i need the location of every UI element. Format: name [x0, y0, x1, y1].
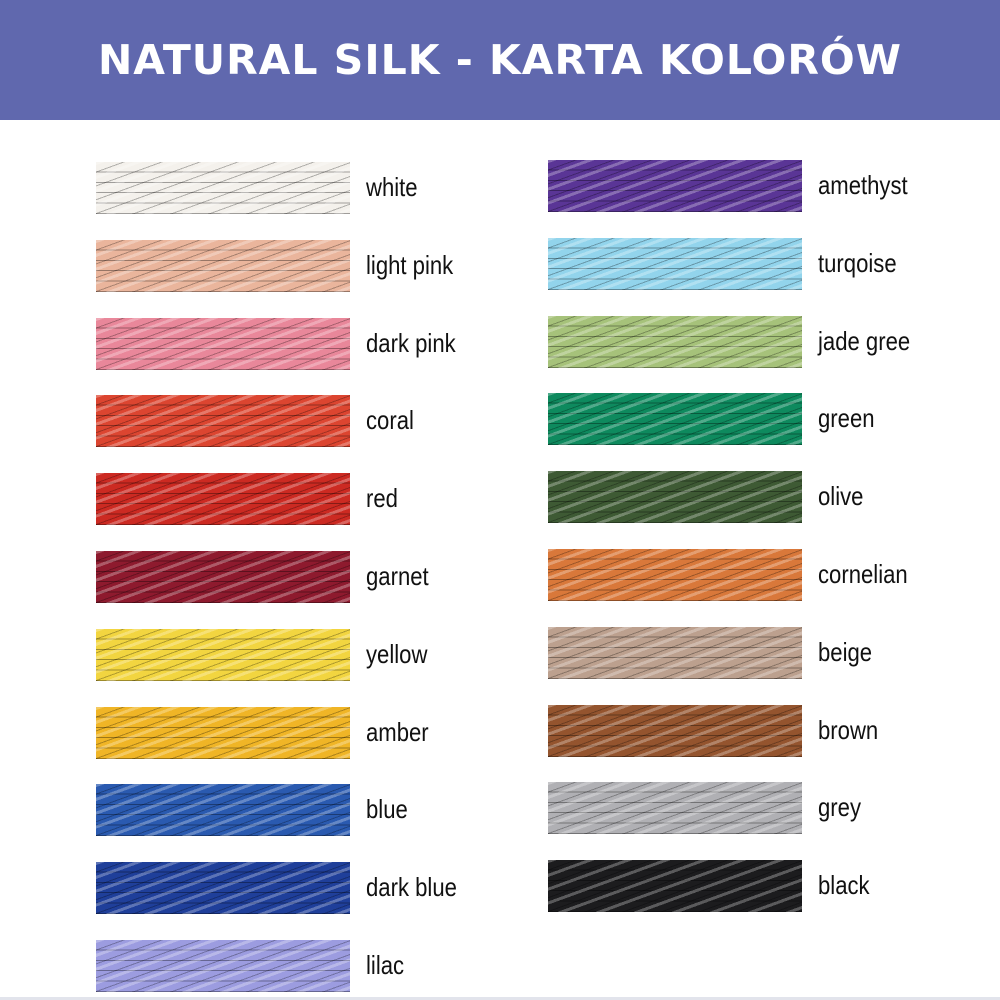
bottom-divider	[0, 997, 1000, 1000]
color-item: amber	[96, 706, 536, 759]
color-label: beige	[818, 636, 873, 667]
header-banner: NATURAL SILK - KARTA KOLORÓW	[0, 0, 1000, 120]
color-label: dark pink	[366, 327, 456, 358]
thread-texture	[548, 160, 802, 212]
color-label: green	[818, 403, 875, 434]
thread-swatch	[96, 628, 350, 681]
thread-swatch	[96, 784, 350, 837]
thread-swatch	[96, 940, 350, 992]
color-item: brown	[548, 704, 988, 757]
color-label: dark blue	[366, 872, 457, 903]
thread-texture	[96, 239, 350, 292]
color-label: lilac	[366, 950, 405, 980]
thread-swatch	[96, 862, 350, 915]
thread-texture	[548, 782, 802, 835]
thread-swatch	[548, 315, 802, 368]
color-item: grey	[548, 782, 988, 835]
color-label: blue	[366, 794, 408, 825]
color-item: red	[96, 473, 536, 526]
thread-texture	[96, 628, 350, 681]
color-label: turqoise	[818, 247, 897, 278]
color-item: green	[548, 393, 988, 446]
thread-swatch	[548, 704, 802, 757]
thread-swatch	[548, 549, 802, 601]
thread-texture	[548, 549, 802, 601]
thread-texture	[96, 317, 350, 370]
thread-texture	[96, 784, 350, 837]
color-item: light pink	[96, 239, 536, 292]
thread-texture	[548, 237, 802, 290]
thread-swatch	[96, 162, 350, 214]
thread-texture	[96, 395, 350, 448]
color-item: black	[548, 860, 988, 913]
color-label: garnet	[366, 561, 429, 591]
color-label: jade gree	[818, 325, 911, 356]
thread-swatch	[548, 782, 802, 835]
color-item: coral	[96, 395, 536, 448]
thread-texture	[548, 860, 802, 913]
color-item: white	[96, 162, 536, 214]
color-label: cornelian	[818, 559, 908, 589]
thread-texture	[548, 704, 802, 757]
thread-swatch	[548, 393, 802, 446]
color-label: amethyst	[818, 170, 908, 200]
color-item: garnet	[96, 551, 536, 603]
color-item: jade gree	[548, 315, 988, 368]
color-label: white	[366, 172, 418, 202]
color-label: yellow	[366, 638, 428, 669]
color-label: brown	[818, 714, 879, 745]
color-label: coral	[366, 405, 414, 436]
color-item: amethyst	[548, 160, 988, 212]
thread-swatch	[548, 860, 802, 913]
thread-swatch	[548, 626, 802, 679]
color-item: cornelian	[548, 549, 988, 601]
thread-swatch	[96, 706, 350, 759]
color-item: blue	[96, 784, 536, 837]
color-item: dark pink	[96, 317, 536, 370]
color-item: beige	[548, 626, 988, 679]
color-label: grey	[818, 792, 861, 823]
color-item: dark blue	[96, 862, 536, 915]
thread-texture	[548, 471, 802, 524]
color-item: lilac	[96, 940, 536, 992]
color-label: olive	[818, 481, 864, 512]
thread-swatch	[96, 239, 350, 292]
thread-texture	[96, 940, 350, 992]
thread-texture	[548, 626, 802, 679]
thread-swatch	[96, 551, 350, 603]
color-label: light pink	[366, 249, 454, 280]
thread-swatch	[96, 395, 350, 448]
thread-texture	[96, 551, 350, 603]
color-label: red	[366, 483, 398, 514]
thread-texture	[96, 706, 350, 759]
thread-texture	[96, 162, 350, 214]
thread-texture	[548, 315, 802, 368]
thread-swatch	[548, 160, 802, 212]
color-item: turqoise	[548, 237, 988, 290]
thread-texture	[96, 473, 350, 526]
color-label: amber	[366, 716, 429, 747]
thread-swatch	[96, 473, 350, 526]
color-item: olive	[548, 471, 988, 524]
thread-swatch	[548, 471, 802, 524]
thread-swatch	[96, 317, 350, 370]
thread-texture	[548, 393, 802, 446]
color-item: yellow	[96, 628, 536, 681]
thread-texture	[96, 862, 350, 915]
thread-swatch	[548, 237, 802, 290]
page-title: NATURAL SILK - KARTA KOLORÓW	[97, 36, 903, 84]
color-label: black	[818, 870, 870, 901]
